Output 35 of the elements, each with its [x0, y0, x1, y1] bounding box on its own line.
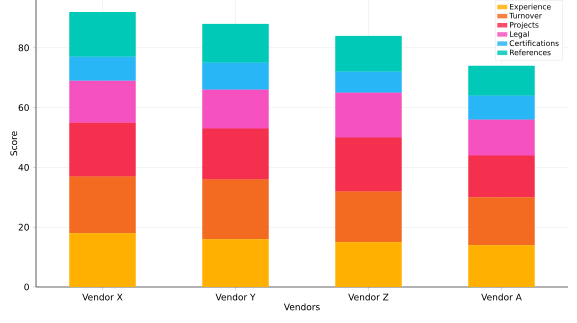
x-axis-title: Vendors	[284, 303, 320, 310]
bar	[468, 155, 535, 198]
y-tick-label: 80	[18, 44, 29, 52]
bar	[335, 72, 402, 93]
bar	[468, 245, 535, 287]
x-tick-label: Vendor X	[82, 294, 123, 300]
x-tick-label: Vendor Z	[348, 294, 388, 300]
bar	[335, 138, 402, 192]
bar	[468, 66, 535, 96]
bar	[335, 242, 402, 287]
bar	[69, 80, 136, 123]
x-tick-label: Vendor Y	[216, 294, 256, 300]
bar	[202, 24, 269, 63]
bar	[335, 191, 402, 242]
bar	[202, 128, 269, 180]
bar	[468, 96, 535, 120]
y-tick-label: 0	[24, 284, 29, 290]
bar	[69, 56, 136, 81]
y-tick-label: 60	[18, 104, 29, 112]
y-tick-label: 20	[18, 224, 29, 231]
bar	[468, 120, 535, 156]
bar	[202, 179, 269, 240]
y-tick-label: 40	[18, 164, 29, 171]
bar	[335, 36, 402, 72]
bar	[69, 122, 136, 176]
bar	[202, 239, 269, 287]
bar	[69, 233, 136, 287]
bar	[69, 12, 136, 57]
bar	[335, 92, 402, 138]
bar	[69, 176, 136, 234]
x-tick-label: Vendor A	[481, 294, 522, 300]
y-axis-title: Score	[10, 131, 18, 156]
bar	[202, 62, 269, 90]
bar	[468, 197, 535, 246]
bar	[202, 90, 269, 129]
